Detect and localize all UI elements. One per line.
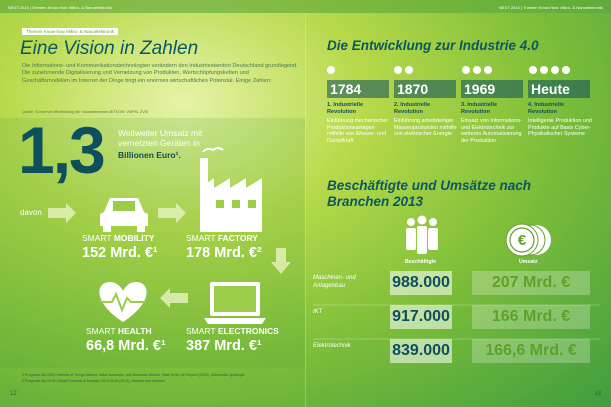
page-number: 13 <box>594 391 601 397</box>
stage-title: 4. Industrielle Revolution <box>528 102 565 115</box>
label-bold: HEALTH <box>117 326 152 336</box>
stage-text: Einführung arbeitsteiliger Massenprodukt… <box>394 118 457 138</box>
stage-text: Einsatz von Informations- und Elektrotec… <box>461 118 522 144</box>
label-light: SMART <box>186 233 216 243</box>
footnote: 1 Prognose bis 2020: Internet of Things … <box>22 373 245 377</box>
year: 1870 <box>394 80 456 98</box>
segment-value: 387 Mrd. €¹ <box>186 338 262 354</box>
employees: 988.000 <box>390 271 452 295</box>
page-number: 12 <box>10 391 17 397</box>
revenue: 166,6 Mrd. € <box>472 339 590 363</box>
table-title: Beschäftigte und Umsätze nach Branchen 2… <box>327 178 532 209</box>
title: Eine Vision in Zahlen <box>20 38 199 59</box>
stage-title: 3. Industrielle Revolution <box>461 102 498 115</box>
label-light: SMART <box>186 326 216 336</box>
stage-text: Einführung mechanischer Produktionsanlag… <box>327 118 389 144</box>
big-text-bold: Billionen Euro¹. <box>118 150 181 160</box>
segment-label: SMART MOBILITY <box>82 233 154 243</box>
arrows <box>48 203 291 308</box>
people-icon <box>406 215 438 254</box>
segment-label: SMART HEALTH <box>86 326 152 336</box>
year: 1784 <box>327 80 389 98</box>
segment-value: 66,8 Mrd. €¹ <box>86 338 166 354</box>
segment-value: 178 Mrd. €² <box>186 245 262 261</box>
segment-label: SMART ELECTRONICS <box>186 326 279 336</box>
source: Quelle: Sonderveröffentlichung der Indus… <box>22 110 149 114</box>
revenue: 207 Mrd. € <box>472 271 590 295</box>
segment-label: SMART FACTORY <box>186 233 258 243</box>
tag: Themen Know-how Mikro- & Nanoelektronik <box>22 28 119 35</box>
row-label: Maschinen- und Anlagenbau <box>313 275 356 289</box>
header-bar <box>0 0 611 13</box>
year: Heute <box>528 80 590 98</box>
gear-icons <box>327 66 570 74</box>
header-left: NEXT 2014 | Themen Know-How: Mikro- & Na… <box>8 5 112 10</box>
label-bold: MOBILITY <box>113 233 155 243</box>
big-text: Weltweiter Umsatz mit vernetzten Geräten… <box>118 128 203 148</box>
column-header: Beschäftigte <box>405 259 437 265</box>
coins-icon: € <box>505 223 551 257</box>
health-icon <box>99 282 147 322</box>
row-label: IKT <box>313 309 323 315</box>
mobility-icon <box>100 198 148 232</box>
factory-icon <box>200 147 262 232</box>
row-label: Elektrotechnik <box>313 343 351 349</box>
segment-value: 152 Mrd. €¹ <box>82 245 158 261</box>
employees: 917.000 <box>390 305 452 329</box>
header-right: NEXT 2014 | Themen Know-How: Mikro- & Na… <box>499 5 603 10</box>
band <box>0 118 305 368</box>
stage-title: 2. Industrielle Revolution <box>394 102 431 115</box>
big-number: 1,3 <box>18 113 106 187</box>
label-bold: ELECTRONICS <box>217 326 279 336</box>
label-light: SMART <box>82 233 112 243</box>
intro: Die Informations- und Kommunikationstech… <box>22 63 298 84</box>
footnote: 2 Prognose bis 2018: Global Forecast & A… <box>22 379 166 383</box>
stage-title: 1. Industrielle Revolution <box>327 102 364 115</box>
column-header: Umsatz <box>519 259 538 265</box>
electronics-icon <box>204 282 266 324</box>
stage-text: Intelligente Produktion und Produkte auf… <box>528 118 592 138</box>
euro-symbol: € <box>518 232 527 249</box>
label-light: SMART <box>86 326 116 336</box>
employees: 839.000 <box>390 339 452 363</box>
davon: davon <box>20 208 42 217</box>
label-bold: FACTORY <box>217 233 258 243</box>
right-title: Die Entwicklung zur Industrie 4.0 <box>327 38 539 53</box>
year: 1969 <box>461 80 523 98</box>
revenue: 166 Mrd. € <box>472 305 590 329</box>
